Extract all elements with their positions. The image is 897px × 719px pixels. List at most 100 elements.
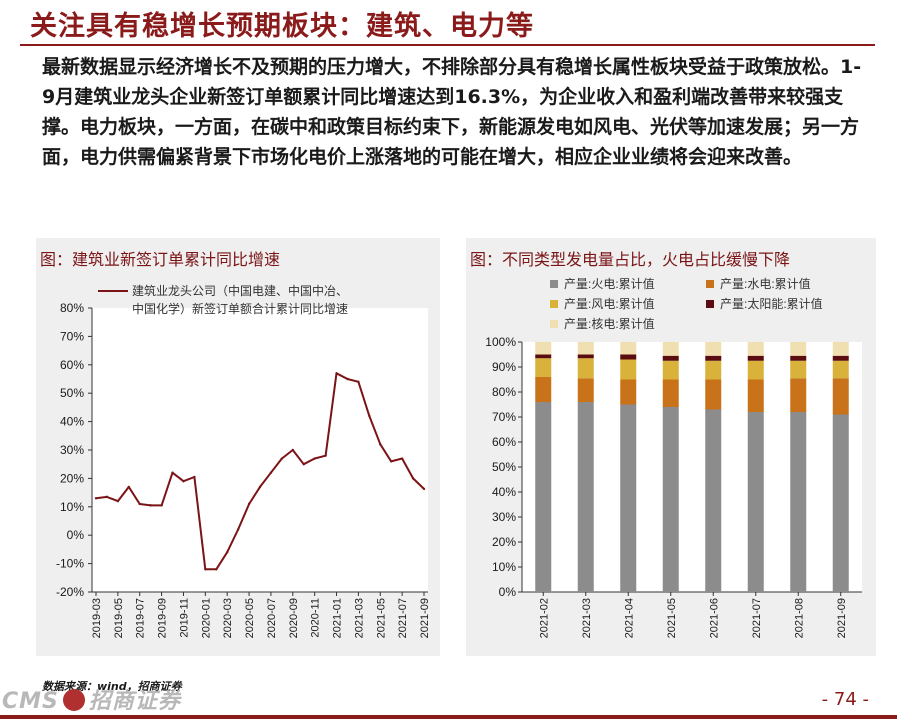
y-tick-label: 40%	[60, 415, 84, 429]
bar-segment	[790, 355, 807, 361]
bar-segment	[747, 360, 764, 380]
bar-segment	[535, 342, 552, 355]
y-tick-label: 60%	[492, 435, 516, 449]
bar-segment	[705, 379, 722, 410]
bar-segment	[620, 404, 637, 592]
bar-segment	[832, 355, 849, 361]
data-point	[138, 502, 141, 506]
x-tick-label: 2020-07	[266, 598, 278, 638]
bottom-rule	[0, 715, 897, 719]
x-tick-label: 2019-11	[178, 598, 190, 638]
bar-segment	[747, 412, 764, 592]
legend-swatch	[550, 280, 558, 288]
bar-segment	[747, 342, 764, 356]
data-point	[280, 457, 284, 460]
x-tick-label: 2019-09	[157, 598, 169, 638]
bar-segment	[577, 402, 594, 592]
bar-segment	[535, 354, 552, 359]
legend-label-line1: 建筑业龙头公司（中国电建、中国中冶、	[132, 283, 348, 298]
x-tick-label: 2021-07	[751, 598, 763, 638]
data-point	[215, 568, 218, 571]
legend-swatch	[706, 280, 714, 288]
bar-segment	[790, 412, 807, 592]
bar-segment	[620, 379, 637, 405]
bar-segment	[577, 354, 594, 359]
x-tick-label: 2021-02	[538, 598, 550, 638]
x-tick-label: 2020-01	[200, 598, 212, 638]
x-tick-label: 2019-07	[135, 598, 147, 638]
x-tick-label: 2020-05	[244, 598, 256, 638]
bar-segment	[662, 407, 679, 592]
y-tick-label: 0%	[499, 585, 517, 599]
data-point	[422, 487, 426, 491]
data-point	[400, 457, 404, 460]
y-tick-label: 30%	[60, 443, 84, 457]
data-point	[324, 454, 327, 457]
bar-segment	[832, 414, 849, 592]
y-tick-label: 50%	[492, 460, 516, 474]
data-point	[313, 457, 316, 460]
bar-segment	[705, 342, 722, 356]
y-tick-label: 50%	[60, 386, 84, 400]
data-point	[411, 477, 415, 480]
x-tick-label: 2021-03	[581, 598, 593, 638]
x-tick-label: 2021-04	[623, 598, 635, 638]
data-point	[149, 504, 152, 507]
y-tick-label: 90%	[492, 360, 516, 374]
data-point	[204, 568, 207, 571]
x-tick-label: 2021-09	[419, 598, 431, 638]
title-rule	[20, 44, 875, 46]
y-tick-label: 10%	[492, 560, 516, 574]
plot-area	[92, 308, 428, 592]
bar-segment	[790, 378, 807, 412]
data-point	[105, 495, 109, 499]
bar-segment	[577, 378, 594, 402]
left-chart-title: 图：建筑业新签订单累计同比增速	[40, 250, 281, 269]
legend-label: 产量:太阳能:累计值	[720, 296, 823, 311]
y-tick-label: 80%	[492, 385, 516, 399]
legend-label: 产量:水电:累计值	[720, 276, 811, 291]
y-tick-label: 0%	[67, 528, 85, 542]
bar-segment	[535, 402, 552, 592]
legend-swatch	[550, 320, 558, 328]
x-tick-label: 2021-07	[397, 598, 409, 638]
data-point	[182, 480, 185, 483]
data-point	[269, 471, 273, 474]
bar-segment	[662, 379, 679, 407]
data-point	[247, 502, 251, 506]
y-tick-label: 30%	[492, 510, 516, 524]
y-tick-label: 10%	[60, 500, 84, 514]
data-point	[226, 551, 229, 554]
stacked-bar-chart: 0% 10% 20% 30% 40% 50% 60% 70% 80% 90% 100% 产量:火电:累…	[485, 276, 862, 638]
x-tick-label: 2021-03	[353, 598, 365, 638]
bar-segment	[662, 360, 679, 380]
bar-segment	[790, 342, 807, 356]
y-tick-label: 70%	[60, 329, 84, 343]
x-tick-label: 2021-05	[666, 598, 678, 638]
x-tick-label: 2020-03	[222, 598, 234, 638]
y-tick-label: 40%	[492, 485, 516, 499]
data-point	[193, 475, 196, 479]
data-point	[368, 414, 371, 418]
bar-segment	[535, 358, 552, 377]
y-tick-label: -10%	[56, 557, 84, 571]
data-point	[357, 380, 360, 384]
y-tick-label: 80%	[60, 301, 84, 315]
data-point	[302, 463, 305, 466]
bar-segment	[620, 354, 637, 360]
body-paragraph: 最新数据显示经济增长不及预期的压力增大，不排除部分具有稳增长属性板块受益于政策放…	[42, 56, 862, 168]
page-title: 关注具有稳增长预期板块：建筑、电力等	[30, 11, 534, 42]
legend-swatch	[706, 300, 714, 308]
y-tick-label: -20%	[56, 585, 84, 599]
left-chart-panel: 图：建筑业新签订单累计同比增速 -20% -10% 0% 10% 20% 30% 40% 50…	[36, 238, 440, 656]
x-tick-label: 2021-01	[332, 598, 344, 638]
bar-segment	[705, 355, 722, 361]
bar-segment	[577, 358, 594, 379]
x-tick-label: 2020-09	[288, 598, 300, 638]
right-chart-title: 图：不同类型发电量占比，火电占比缓慢下降	[470, 250, 791, 269]
x-tick-label: 2020-11	[310, 598, 322, 638]
bar-segment	[747, 379, 764, 412]
data-point	[346, 377, 349, 381]
data-point	[160, 504, 163, 507]
x-tick-label: 2019-05	[113, 598, 125, 638]
